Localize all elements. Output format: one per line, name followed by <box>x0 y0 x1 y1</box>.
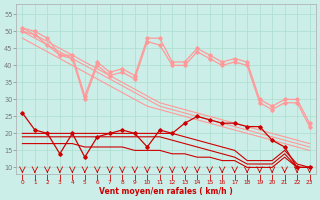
X-axis label: Vent moyen/en rafales ( km/h ): Vent moyen/en rafales ( km/h ) <box>99 187 233 196</box>
